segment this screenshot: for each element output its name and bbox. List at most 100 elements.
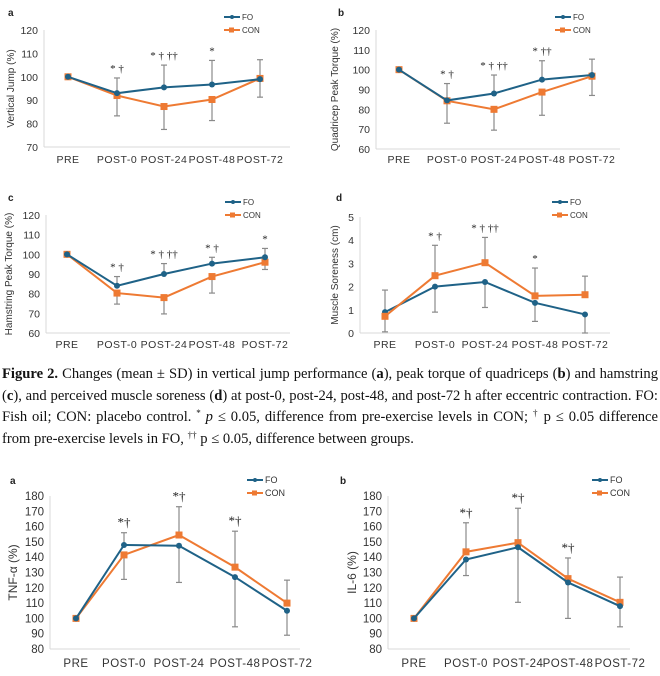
data-point-fo: [114, 90, 120, 97]
y-tick-label: 90: [31, 629, 44, 641]
legend-marker-dot: [253, 478, 257, 482]
y-tick-label: 120: [25, 583, 44, 595]
x-tick-label: POST-0: [427, 154, 467, 166]
data-point-con: [581, 291, 589, 299]
chart-svg: c 60 70 80 90 100 110 120 Hamstring Peak Torque …: [4, 193, 290, 351]
legend-marker-dot: [230, 15, 234, 19]
y-tick-label: 90: [26, 95, 38, 107]
panel-label: c: [8, 193, 14, 204]
chart-vertical-jump: a 70 80 90 100 110 120 Vertical Jump (%) PRE POST…: [0, 0, 330, 175]
caption-text: Changes (mean ± SD) in vertical jump per…: [2, 366, 658, 447]
significance-annotation: * † ††: [150, 249, 178, 261]
caption-segment: a: [376, 366, 384, 382]
significance-annotation: *†: [512, 490, 526, 505]
y-tick-label: 140: [25, 552, 44, 564]
y-tick-label: 170: [25, 506, 44, 518]
legend-item-fo: FO: [225, 198, 254, 207]
data-point-fo: [463, 556, 469, 563]
legend-marker-dot: [598, 478, 602, 482]
caption-segment: b: [557, 366, 566, 382]
significance-annotation: * †: [205, 242, 219, 254]
data-point-con: [283, 599, 291, 607]
significance-annotation: * †: [110, 63, 124, 75]
y-tick-label: 130: [25, 568, 44, 580]
chart-svg: b 60 70 80 90 100 110 120 Quadricep Peak Torque …: [330, 8, 620, 166]
y-tick-label: 160: [363, 522, 382, 534]
y-tick-label: 5: [348, 212, 354, 224]
caption-segment: p: [205, 409, 213, 425]
chart-hamstring-peak-torque: c 60 70 80 90 100 110 120 Hamstring Peak Torque …: [0, 185, 330, 355]
data-point-con: [160, 103, 168, 111]
legend-item-con: CON: [592, 488, 630, 498]
legend-item-fo: FO: [224, 13, 253, 22]
x-tick-label: POST-48: [189, 339, 236, 351]
y-tick-label: 170: [363, 506, 382, 518]
y-tick-label: 0: [348, 328, 354, 340]
chart-svg: a 70 80 90 100 110 120 Vertical Jump (%) PRE POST…: [6, 8, 290, 166]
data-point-fo: [396, 66, 402, 73]
data-point-fo: [589, 72, 595, 79]
legend-marker-dot: [558, 200, 562, 204]
y-tick-label: 70: [26, 142, 38, 154]
data-point-con: [564, 575, 572, 583]
caption-segment: ††: [187, 429, 197, 440]
caption-segment: *: [196, 408, 201, 418]
y-tick-label: 70: [358, 124, 370, 136]
y-tick-label: 70: [28, 308, 40, 320]
data-point-fo: [232, 574, 238, 581]
data-point-fo: [161, 271, 167, 277]
legend-label: CON: [573, 26, 591, 35]
data-point-con: [490, 105, 498, 113]
x-tick-label: POST-24: [462, 339, 509, 351]
x-tick-label: POST-72: [595, 658, 646, 670]
x-tick-label: POST-24: [471, 154, 518, 166]
legend-item-con: CON: [555, 26, 591, 35]
panel-label: b: [340, 476, 346, 487]
y-tick-label: 90: [369, 629, 382, 641]
data-point-fo: [491, 90, 497, 97]
y-tick-label: 120: [20, 25, 38, 37]
chart-il-6: b 80 90 100 110 120 130 140 150 160 170 180 IL-6 (%)…: [330, 470, 660, 676]
x-tick-label: POST-24: [141, 339, 188, 351]
data-point-fo: [65, 73, 71, 80]
y-tick-label: 90: [358, 85, 370, 97]
legend-marker-square: [229, 27, 234, 33]
legend-marker-dot: [561, 15, 565, 19]
y-tick-label: 150: [25, 537, 44, 549]
y-tick-label: 120: [352, 25, 370, 37]
chart-svg: a 80 90 100 110 120 130 140 150 160 170 180 TNF-α (%…: [6, 475, 312, 670]
data-point-con: [175, 531, 183, 539]
caption-segment: ) and hamstring (: [2, 366, 658, 404]
caption-segment: p ≤ 0.05 difference from pre-exercise le…: [2, 409, 658, 447]
y-tick-label: 110: [23, 230, 40, 242]
y-tick-label: 140: [363, 552, 382, 564]
legend-label: FO: [573, 13, 584, 22]
data-point-fo: [209, 81, 215, 88]
data-point-fo: [176, 542, 182, 549]
chart-svg: d 0 1 2 3 4 5 Muscle Soreness (cm) PRE POST-0 POST…: [330, 193, 610, 351]
legend-marker-square: [557, 212, 562, 218]
significance-annotation: * †: [428, 230, 442, 242]
y-axis-label: Quadricep Peak Torque (%): [330, 28, 341, 151]
x-tick-label: POST-24: [154, 658, 205, 670]
legend-marker-dot: [231, 200, 235, 204]
significance-annotation: *: [532, 253, 538, 265]
y-tick-label: 100: [22, 249, 40, 261]
y-axis-label: Vertical Jump (%): [6, 49, 17, 127]
caption-segment: Changes (mean ± SD) in vertical jump per…: [58, 366, 377, 382]
legend-label: FO: [243, 198, 254, 207]
significance-annotation: * † ††: [480, 60, 508, 72]
significance-annotation: *†: [173, 489, 187, 504]
data-point-con: [113, 289, 121, 297]
y-tick-label: 110: [353, 45, 370, 57]
data-point-con: [431, 272, 439, 280]
data-point-con: [231, 563, 239, 571]
legend-label: CON: [265, 488, 285, 498]
y-tick-label: 130: [363, 568, 382, 580]
data-point-fo: [161, 84, 167, 91]
y-axis-label: Muscle Soreness (cm): [330, 225, 341, 324]
panel-label: b: [338, 8, 344, 19]
data-point-con: [538, 88, 546, 96]
y-tick-label: 90: [28, 269, 40, 281]
y-tick-label: 180: [363, 491, 382, 503]
